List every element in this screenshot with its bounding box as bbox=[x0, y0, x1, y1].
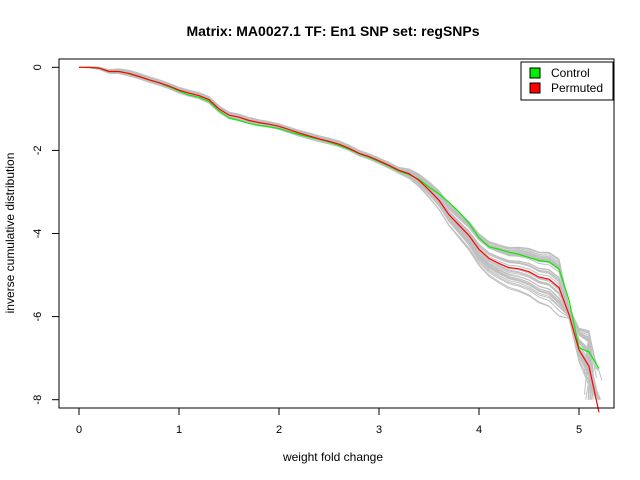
legend-swatch bbox=[529, 67, 541, 79]
permutation-line bbox=[79, 66, 590, 378]
permutation-line bbox=[78, 66, 598, 400]
permutation-line bbox=[78, 66, 592, 400]
permutation-line bbox=[78, 66, 599, 400]
permutation-line bbox=[79, 66, 593, 378]
permutation-line bbox=[79, 66, 594, 392]
permutation-line bbox=[79, 66, 592, 400]
permutation-line bbox=[79, 66, 592, 393]
x-tick-label: 0 bbox=[76, 424, 82, 436]
permutation-line bbox=[78, 66, 590, 400]
y-axis: 0 -2 -4 -6 -8 bbox=[32, 64, 60, 405]
permutation-line bbox=[79, 66, 591, 381]
permutation-line bbox=[79, 66, 594, 399]
permuted-series-line bbox=[79, 66, 600, 413]
y-tick-label: -2 bbox=[32, 146, 44, 156]
x-tick-label: 1 bbox=[176, 424, 182, 436]
control-series-line bbox=[79, 66, 600, 369]
x-tick-label: 3 bbox=[376, 424, 382, 436]
permutation-line bbox=[79, 66, 594, 373]
permutation-line bbox=[79, 66, 599, 371]
x-tick-label: 5 bbox=[576, 424, 582, 436]
plot-frame bbox=[58, 58, 615, 409]
legend-label: Control bbox=[551, 66, 590, 80]
permutation-line bbox=[79, 66, 597, 397]
x-axis-label: weight fold change bbox=[282, 450, 383, 464]
permutation-line bbox=[78, 66, 598, 400]
permutation-line bbox=[79, 66, 590, 373]
permutation-line bbox=[79, 66, 600, 400]
main-series-group bbox=[79, 66, 600, 413]
y-axis-label: inverse cumulative distribution bbox=[3, 153, 17, 314]
y-tick-label: -8 bbox=[32, 395, 44, 405]
permutation-line bbox=[79, 66, 603, 381]
permutation-line bbox=[78, 66, 590, 400]
permutation-line bbox=[79, 66, 597, 379]
permutation-series-group bbox=[78, 66, 603, 400]
y-tick-label: -4 bbox=[32, 229, 44, 239]
permutation-line bbox=[79, 66, 590, 380]
x-tick-label: 4 bbox=[476, 424, 482, 436]
permutation-line bbox=[79, 66, 599, 400]
chart-title: Matrix: MA0027.1 TF: En1 SNP set: regSNP… bbox=[186, 23, 479, 39]
permutation-line bbox=[79, 66, 597, 400]
permutation-line bbox=[78, 66, 599, 400]
permutation-line bbox=[79, 66, 590, 382]
permutation-line bbox=[79, 66, 590, 376]
legend-label: Permuted bbox=[551, 81, 603, 95]
permutation-line bbox=[79, 66, 593, 382]
permutation-line bbox=[79, 66, 595, 382]
y-tick-label: -6 bbox=[32, 312, 44, 322]
permutation-line bbox=[79, 66, 590, 400]
permutation-line bbox=[78, 66, 601, 400]
permutation-line bbox=[78, 66, 597, 400]
x-tick-label: 2 bbox=[276, 424, 282, 436]
permutation-line bbox=[78, 66, 601, 400]
permutation-line bbox=[79, 66, 590, 395]
permutation-line bbox=[79, 66, 590, 381]
permutation-line bbox=[79, 66, 590, 400]
permutation-line bbox=[79, 66, 597, 370]
y-tick-label: 0 bbox=[32, 64, 44, 70]
legend-swatch bbox=[529, 82, 541, 94]
permutation-line bbox=[78, 66, 594, 400]
permutation-line bbox=[79, 66, 595, 383]
x-axis: 0 1 2 3 4 5 bbox=[76, 407, 582, 436]
permutation-line bbox=[79, 66, 596, 392]
permutation-line bbox=[79, 66, 594, 383]
